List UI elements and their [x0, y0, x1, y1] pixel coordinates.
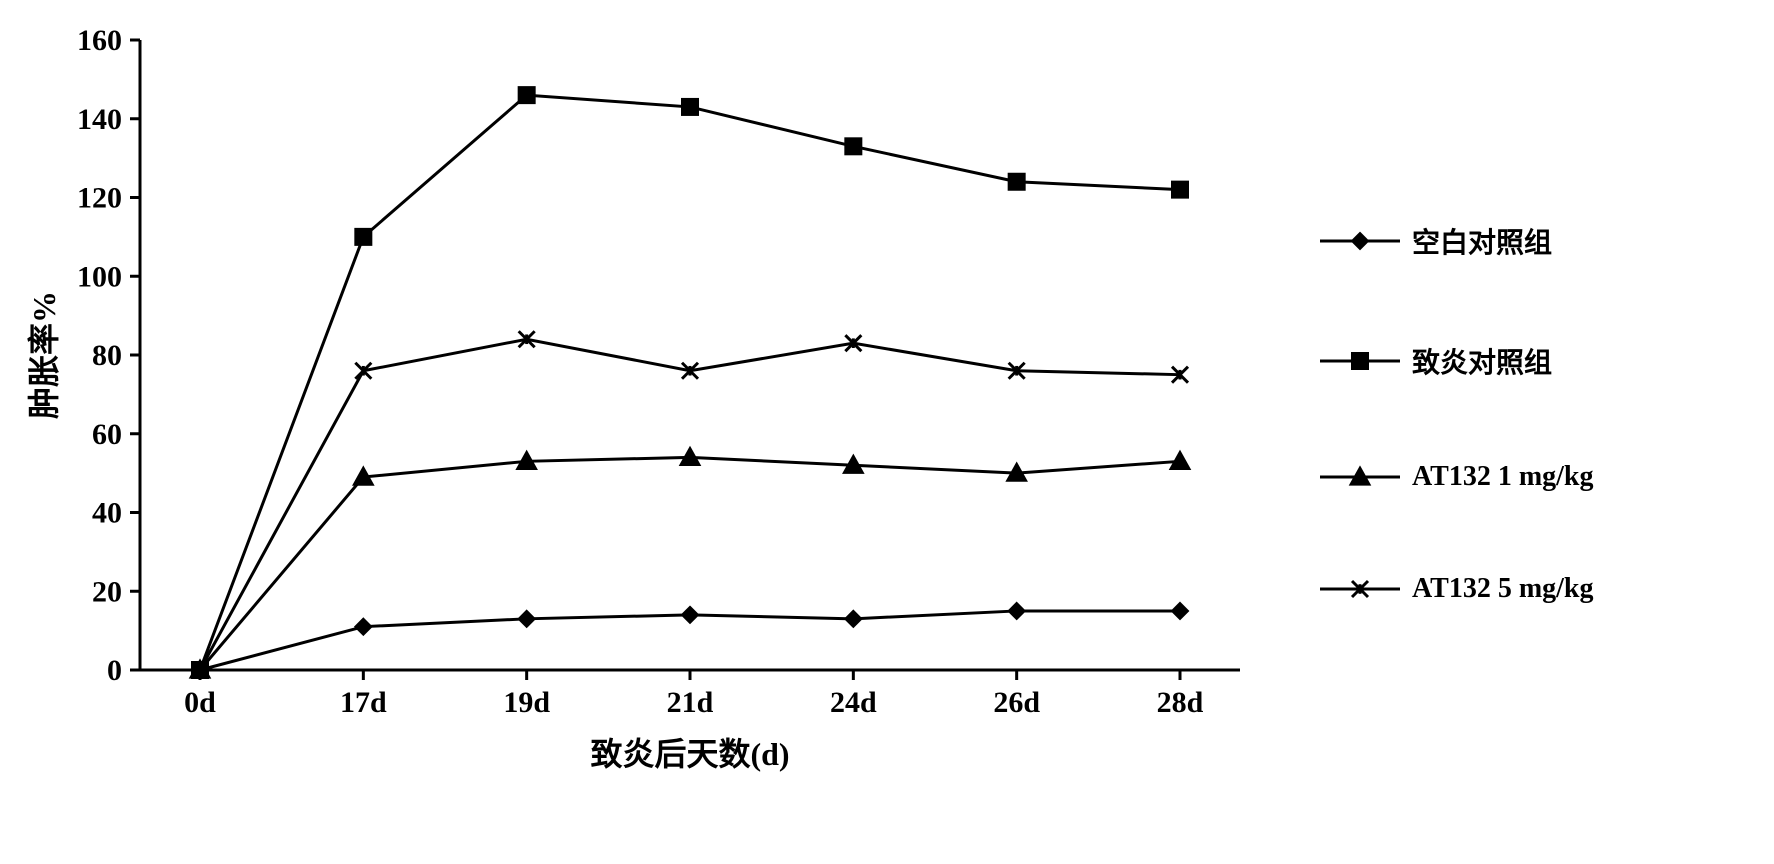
svg-text:21d: 21d — [667, 686, 714, 719]
svg-text:0d: 0d — [184, 686, 216, 719]
svg-text:100: 100 — [77, 260, 122, 293]
chart-plot-area: 0 20 40 60 80 100 120 140 160 0d 17d 19d 21d 24d 26d 28… — [20, 20, 1260, 805]
svg-text:160: 160 — [77, 24, 122, 57]
svg-text:40: 40 — [92, 497, 122, 530]
svg-text:19d: 19d — [503, 686, 550, 719]
legend-marker-icon — [1320, 577, 1400, 601]
svg-text:60: 60 — [92, 418, 122, 451]
svg-text:20: 20 — [92, 575, 122, 608]
svg-text:致炎后天数(d): 致炎后天数(d) — [590, 736, 789, 772]
legend-marker-icon — [1320, 229, 1400, 253]
svg-text:28d: 28d — [1157, 686, 1204, 719]
legend-marker-icon — [1320, 465, 1400, 489]
svg-text:80: 80 — [92, 339, 122, 372]
svg-text:17d: 17d — [340, 686, 387, 719]
svg-text:26d: 26d — [993, 686, 1040, 719]
line-chart-svg: 0 20 40 60 80 100 120 140 160 0d 17d 19d 21d 24d 26d 28… — [20, 20, 1260, 800]
svg-text:120: 120 — [77, 182, 122, 215]
svg-text:肿胀率%: 肿胀率% — [26, 291, 62, 419]
legend-item: 空白对照组 — [1320, 221, 1594, 261]
legend-label: AT132 5 mg/kg — [1412, 573, 1594, 605]
legend-label: 致炎对照组 — [1412, 341, 1552, 381]
svg-text:140: 140 — [77, 103, 122, 136]
legend-item: 致炎对照组 — [1320, 341, 1594, 381]
svg-text:0: 0 — [107, 654, 122, 687]
legend-item: AT132 1 mg/kg — [1320, 461, 1594, 493]
legend-item: AT132 5 mg/kg — [1320, 573, 1594, 605]
legend-label: 空白对照组 — [1412, 221, 1552, 261]
legend-marker-icon — [1320, 349, 1400, 373]
chart-container: 0 20 40 60 80 100 120 140 160 0d 17d 19d 21d 24d 26d 28… — [20, 20, 1754, 805]
svg-text:24d: 24d — [830, 686, 877, 719]
legend-label: AT132 1 mg/kg — [1412, 461, 1594, 493]
legend: 空白对照组致炎对照组 AT132 1 mg/kg AT132 5 mg/kg — [1260, 221, 1594, 605]
